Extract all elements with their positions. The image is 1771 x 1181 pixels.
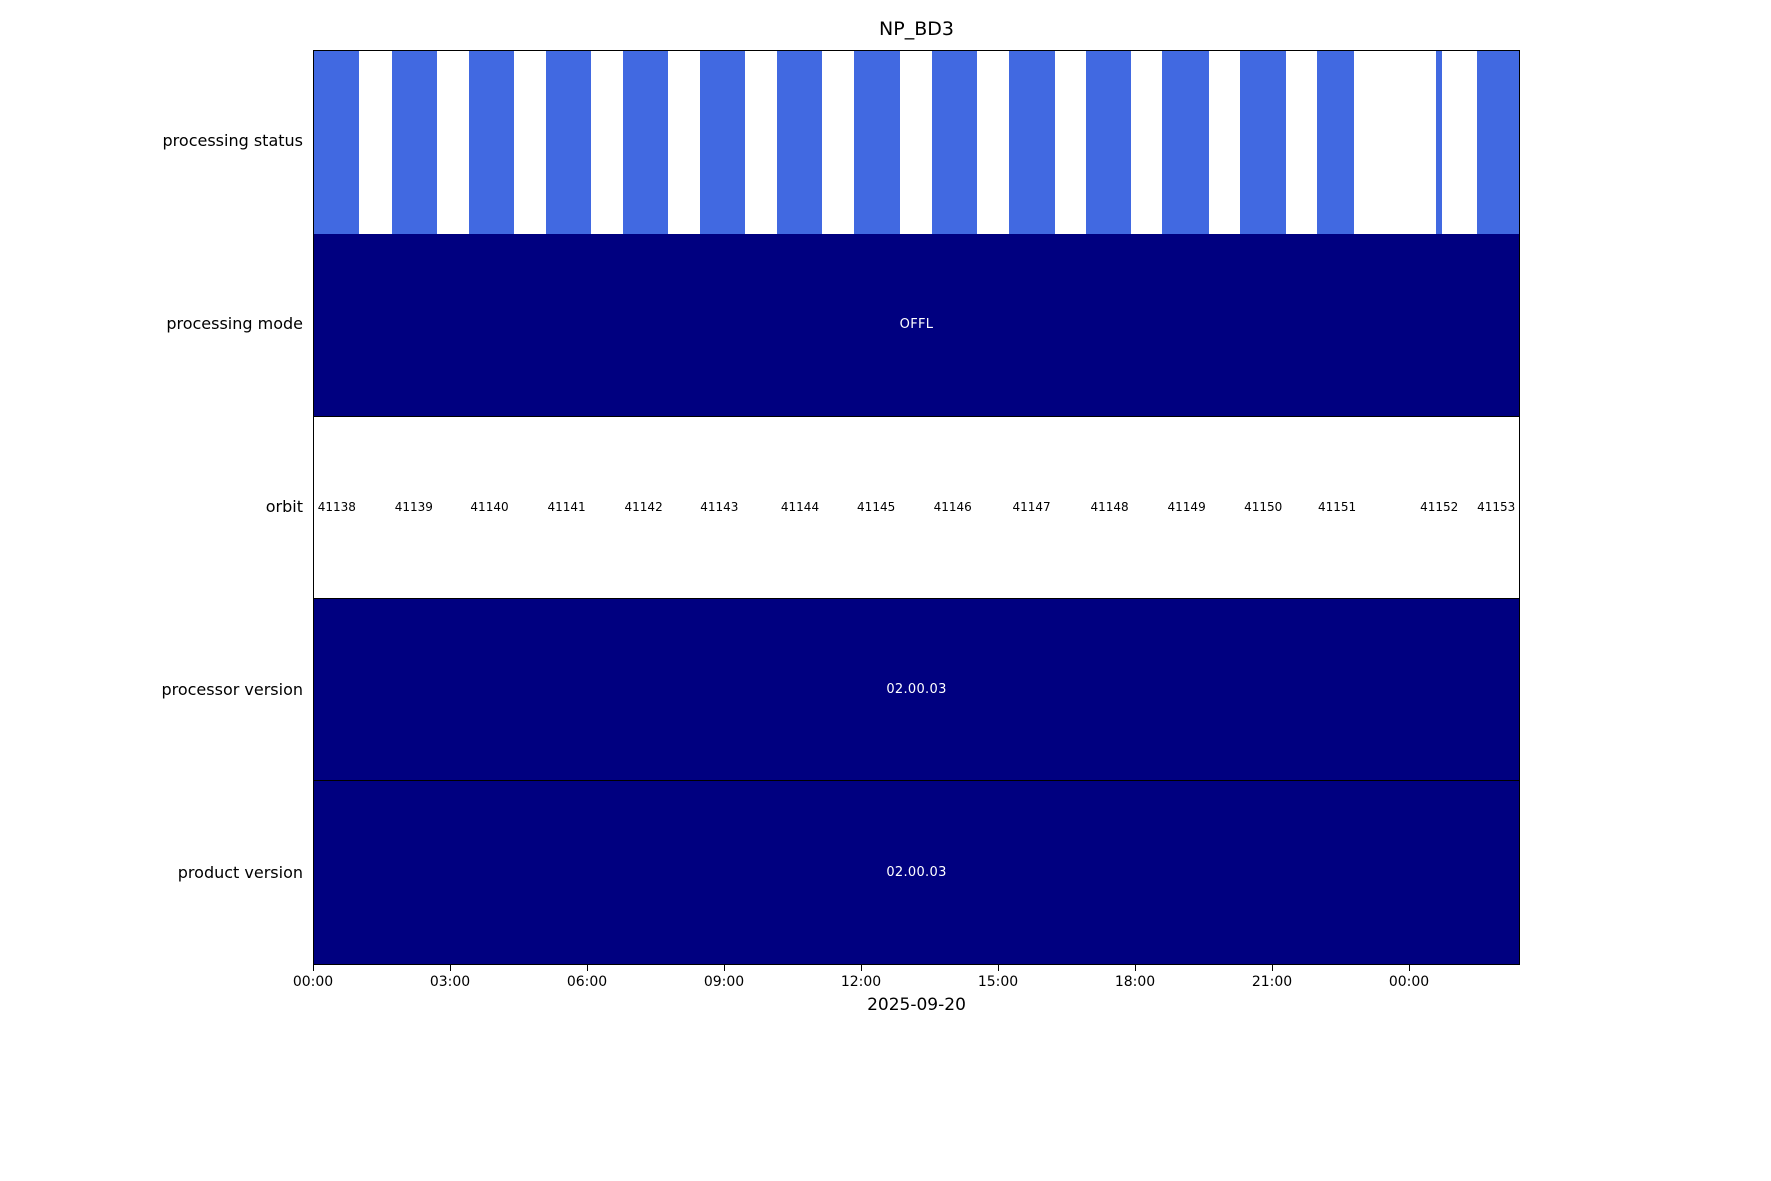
row-orbit: 41138 41139 41140 41141 41142 41143 41144 41145… — [314, 416, 1519, 599]
processing-status-segment — [1162, 51, 1209, 234]
processing-status-segment — [622, 51, 669, 234]
processing-status-segment — [1239, 51, 1286, 234]
x-tick-mark — [724, 965, 725, 971]
plot-area: OFFL 41138 41139 41140 41141 41142 41143 41144… — [313, 50, 1520, 965]
x-tick-mark — [998, 965, 1000, 971]
orbit-number: 41153 — [1477, 500, 1516, 515]
x-tick-mark — [1409, 965, 1411, 971]
row-label-processing-mode: processing mode — [166, 314, 303, 333]
x-tick-mark — [861, 965, 862, 971]
processing-status-segment — [314, 51, 360, 234]
processing-status-segment — [931, 51, 977, 234]
processing-status-segment — [391, 51, 437, 234]
orbit-number: 41152 — [1420, 500, 1459, 515]
x-axis: 00:00 03:00 06:00 09:00 12:00 15:00 18:00 21:00… — [293, 965, 1520, 1010]
x-tick-label: 03:00 — [429, 974, 471, 990]
processing-status-segment — [700, 51, 746, 234]
orbit-number: 41142 — [624, 500, 663, 515]
orbit-number: 41140 — [470, 500, 509, 515]
x-tick-label: 06:00 — [566, 974, 608, 990]
processing-status-segment — [1477, 51, 1519, 234]
processing-mode-value: OFFL — [899, 317, 934, 333]
orbit-number: 41150 — [1244, 500, 1283, 515]
row-processing-mode: OFFL — [314, 233, 1519, 417]
orbit-number: 41146 — [933, 500, 972, 515]
orbit-number: 41151 — [1317, 500, 1357, 515]
x-tick-label: 00:00 — [1388, 974, 1430, 990]
orbit-number: 41141 — [547, 500, 586, 515]
x-tick-label: 15:00 — [977, 974, 1019, 990]
product-version-value: 02.00.03 — [886, 865, 947, 881]
orbit-number: 41138 — [317, 500, 356, 515]
orbit-number: 41143 — [700, 500, 739, 515]
orbit-number: 41149 — [1167, 500, 1206, 515]
row-label-product-version: product version — [177, 863, 303, 882]
x-tick-mark — [1272, 965, 1274, 971]
processor-version-value: 02.00.03 — [886, 682, 947, 698]
processing-status-segment — [1008, 51, 1055, 234]
chart-title: NP_BD3 — [879, 18, 954, 40]
x-axis-label: 2025-09-20 — [867, 995, 966, 1015]
x-tick-mark — [313, 965, 314, 971]
x-tick-label: 00:00 — [292, 974, 334, 990]
x-tick-mark — [1135, 965, 1137, 971]
processing-status-segment — [1316, 51, 1355, 234]
x-tick-mark — [587, 965, 588, 971]
processing-status-segment — [777, 51, 823, 234]
x-tick-label: 18:00 — [1114, 974, 1156, 990]
row-processor-version: 02.00.03 — [314, 598, 1519, 782]
processing-status-segment — [468, 51, 514, 234]
processing-status-segment — [1085, 51, 1132, 234]
x-tick-label: 09:00 — [703, 974, 745, 990]
orbit-number: 41147 — [1012, 500, 1051, 515]
x-tick-label: 12:00 — [840, 974, 882, 990]
x-tick-label: 21:00 — [1251, 974, 1293, 990]
orbit-number: 41148 — [1090, 500, 1129, 515]
x-tick-mark — [450, 965, 451, 971]
row-label-orbit: orbit — [265, 497, 303, 516]
row-product-version: 02.00.03 — [314, 781, 1519, 964]
orbit-number: 41145 — [857, 500, 896, 515]
processing-status-segment — [1436, 51, 1443, 234]
orbit-number: 41139 — [394, 500, 433, 515]
processing-status-segment — [854, 51, 900, 234]
row-label-processing-status: processing status — [162, 131, 303, 150]
processing-status-segment — [545, 51, 591, 234]
row-label-processor-version: processor version — [161, 680, 303, 699]
row-processing-status — [314, 51, 1519, 234]
orbit-number: 41144 — [780, 500, 820, 515]
